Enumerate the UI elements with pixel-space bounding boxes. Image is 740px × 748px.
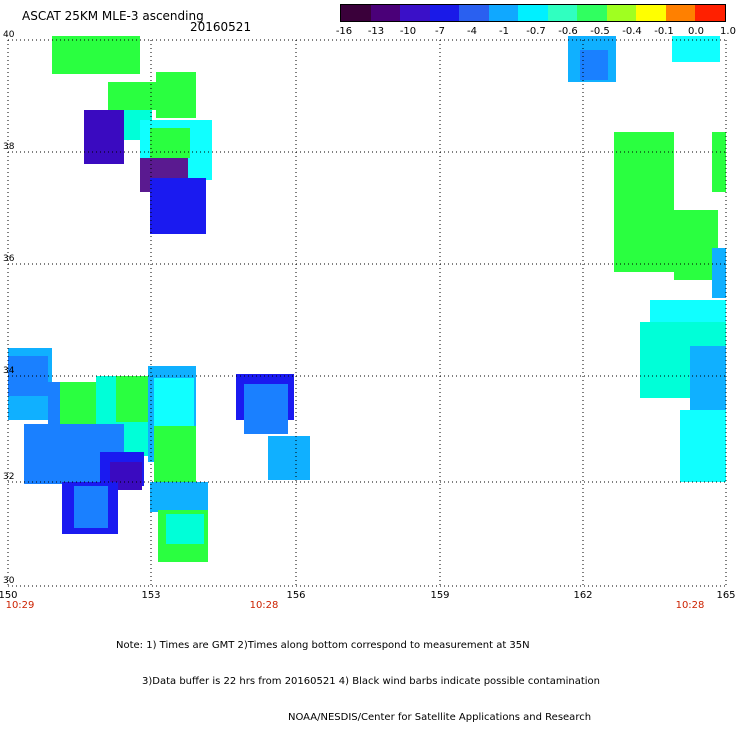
colorbar-tick-label: -4 xyxy=(467,26,477,37)
swath-cell xyxy=(108,82,156,110)
longitude-label: 162 xyxy=(573,590,593,601)
colorbar-tick-label: -0.5 xyxy=(590,26,610,37)
swath-cell xyxy=(690,346,726,410)
colorbar-tick-label: -16 xyxy=(335,26,353,37)
longitude-label: 153 xyxy=(141,590,161,601)
latitude-label: 36 xyxy=(3,254,15,264)
colorbar-swatch xyxy=(370,5,401,21)
colorbar-tick-label: 0.0 xyxy=(688,26,704,37)
colorbar-tick-label: 1.0 xyxy=(720,26,736,37)
swath-cell xyxy=(674,210,718,280)
latitude-label: 32 xyxy=(3,472,15,482)
colorbar-swatch xyxy=(636,5,666,21)
map-title: ASCAT 25KM MLE-3 ascending xyxy=(22,9,204,23)
swath-cell xyxy=(268,436,310,480)
swath-cells xyxy=(8,36,726,562)
note-line-1: Note: 1) Times are GMT 2)Times along bot… xyxy=(116,640,530,651)
swath-cell xyxy=(84,110,124,164)
colorbar-tick-label: -0.1 xyxy=(654,26,674,37)
colorbar-tick-label: -10 xyxy=(399,26,417,37)
swath-cell xyxy=(150,482,208,512)
longitude-label: 156 xyxy=(286,590,306,601)
swath-cell xyxy=(150,128,190,158)
swath-cell xyxy=(154,426,196,486)
grid-lines xyxy=(7,39,727,587)
note-line-2: 3)Data buffer is 22 hrs from 20160521 4)… xyxy=(142,676,600,687)
swath-cell xyxy=(244,384,288,434)
colorbar-swatch xyxy=(547,5,578,21)
colorbar-tick-label: -0.4 xyxy=(622,26,642,37)
swath-cell xyxy=(680,410,726,482)
swath-cell xyxy=(614,132,674,272)
colorbar-tick-label: -1 xyxy=(499,26,509,37)
latitude-label: 30 xyxy=(3,576,15,586)
colorbar-swatch xyxy=(695,5,725,21)
footnotes: Note: 1) Times are GMT 2)Times along bot… xyxy=(116,616,600,748)
latitude-label: 34 xyxy=(3,366,15,376)
swath-cell xyxy=(116,376,152,422)
colorbar-swatch xyxy=(400,5,430,21)
swath-cell xyxy=(74,486,108,528)
colorbar-tick-label: -13 xyxy=(367,26,385,37)
colorbar-tick-label: -0.7 xyxy=(526,26,546,37)
colorbar-tick-label: -0.6 xyxy=(558,26,578,37)
note-line-3: NOAA/NESDIS/Center for Satellite Applica… xyxy=(288,712,592,723)
time-label: 10:29 xyxy=(5,600,35,611)
colorbar-swatch xyxy=(665,5,696,21)
longitude-label: 150 xyxy=(0,590,18,601)
longitude-label: 159 xyxy=(430,590,450,601)
swath-cell xyxy=(712,248,726,298)
colorbar-swatch xyxy=(606,5,637,21)
latitude-label: 40 xyxy=(3,30,15,40)
swath-cell xyxy=(92,54,140,72)
time-label: 10:28 xyxy=(249,600,279,611)
map-date: 20160521 xyxy=(190,20,252,34)
map-canvas xyxy=(7,36,727,587)
colorbar-labels: -16 -13 -10 -7 -4 -1 -0.7 -0.6 -0.5 -0.4 -0.1 0.0 1.… xyxy=(320,26,740,40)
longitude-label: 165 xyxy=(716,590,736,601)
colorbar-swatch xyxy=(429,5,460,21)
colorbar-tick-label: -7 xyxy=(435,26,445,37)
latitude-label: 38 xyxy=(3,142,15,152)
colorbar-swatch xyxy=(341,5,371,21)
colorbar-swatch xyxy=(459,5,489,21)
time-label: 10:28 xyxy=(675,600,705,611)
colorbar-swatch xyxy=(577,5,607,21)
swath-cell xyxy=(166,188,206,234)
swath-cell xyxy=(156,72,196,118)
colorbar-swatch xyxy=(488,5,519,21)
colorbar-swatch xyxy=(518,5,548,21)
colorbar xyxy=(340,4,726,22)
swath-cell xyxy=(166,514,204,544)
swath-cell xyxy=(580,50,608,80)
swath-cell xyxy=(712,132,726,192)
